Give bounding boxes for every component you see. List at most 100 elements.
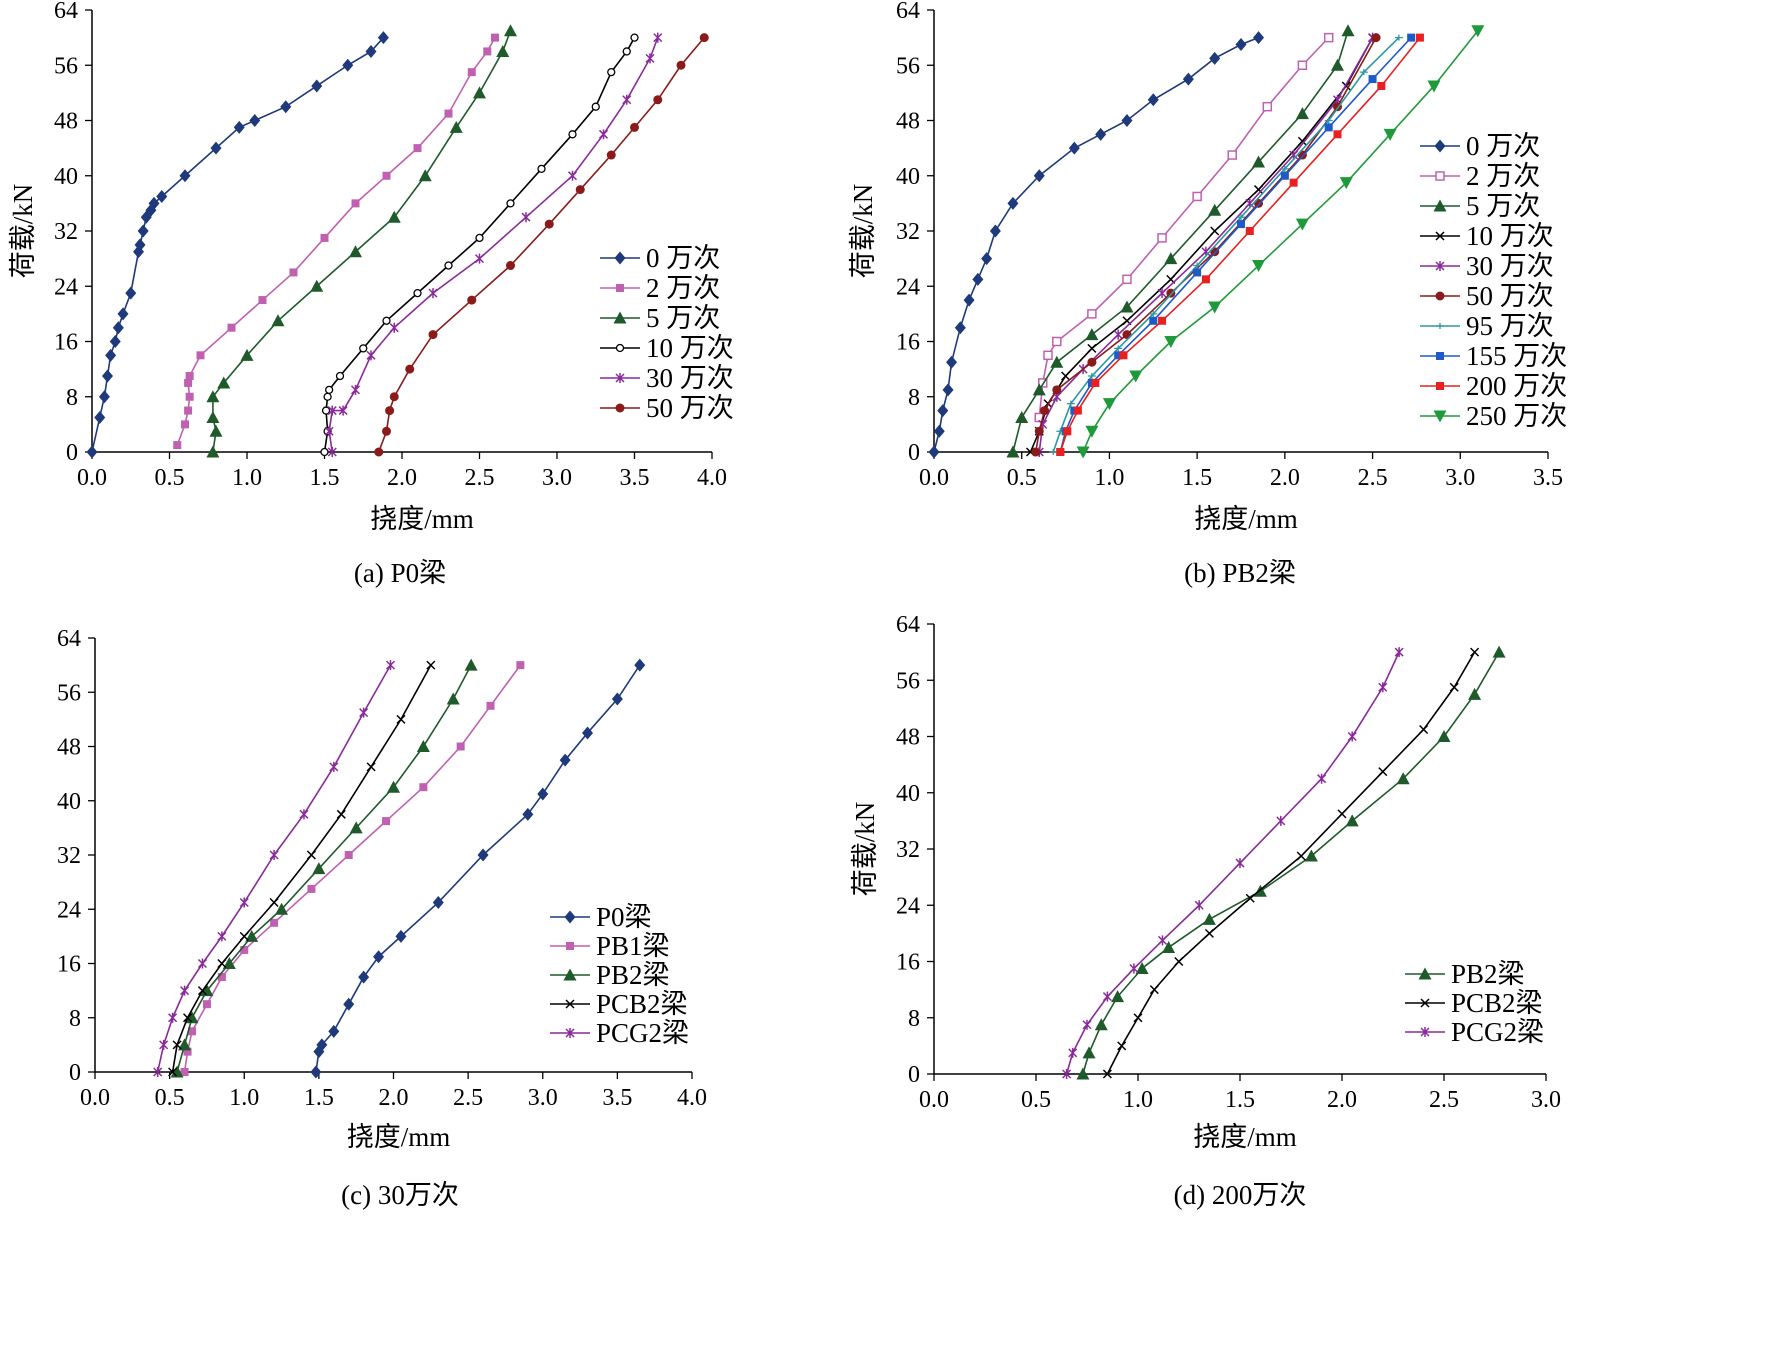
data-point-0 [373,950,385,964]
data-point-6 [1394,34,1403,41]
data-point-0 [311,79,323,93]
data-point-1 [491,33,499,42]
data-point-2 [222,957,236,969]
legend-marker [1435,291,1445,301]
y-tick-label: 48 [896,725,920,751]
y-tick-label: 64 [57,626,81,652]
legend-label: 10 万次 [1466,221,1554,251]
data-point-1 [202,1000,211,1009]
data-point-2 [170,1065,184,1078]
data-point-3 [475,233,484,243]
data-point-2 [504,24,517,37]
data-point-0 [1007,196,1019,210]
data-point-5 [467,295,477,305]
series-line-0 [933,36,1259,453]
legend-label: PCB2梁 [1451,988,1543,1018]
y-tick-label: 32 [896,837,920,863]
data-point-9 [1252,260,1266,273]
data-point-3 [1087,343,1097,353]
data-point-0 [611,692,623,706]
legend-marker [1435,171,1445,181]
data-point-4 [350,384,361,395]
data-point-7 [1237,220,1245,229]
data-point-3 [366,762,376,772]
data-point-4 [1157,288,1167,299]
data-point-5 [382,426,391,436]
legend-marker [1436,352,1444,360]
x-tick-label: 3.0 [1531,1087,1561,1113]
data-point-1 [289,268,298,277]
data-point-3 [324,385,334,394]
data-point-4 [366,350,376,361]
legend-marker [615,403,625,413]
data-point-0 [1396,772,1410,785]
legend-marker [614,251,626,265]
data-point-1 [1087,309,1097,319]
data-point-5 [630,122,639,132]
data-point-7 [1368,75,1377,84]
data-point-0 [537,787,549,801]
data-point-8 [1091,378,1100,387]
legend-marker [1433,199,1447,212]
data-point-9 [1085,425,1099,438]
data-point-1 [184,378,193,387]
series-line-4 [1038,37,1374,453]
data-point-3 [1254,185,1264,195]
series-line-2 [176,664,472,1073]
y-axis-label: 荷载/kN [8,184,38,279]
panel-caption: (b) PB2梁 [1184,558,1296,588]
legend-marker [1436,382,1444,390]
chart-panel-c: 0.0 0.5 1.0 1.5 2.0 2.5 3.0 3.5 4.0 0 8 16 24 32 40 48 5… [57,626,707,1210]
data-point-4 [329,761,339,772]
data-point-2 [1032,383,1046,396]
data-point-1 [258,296,267,305]
data-point-2 [178,1038,192,1051]
data-point-2 [200,984,214,997]
data-point-0 [559,753,571,767]
data-point-3 [506,199,515,208]
x-tick-label: 3.5 [620,465,650,491]
data-point-6 [1324,117,1333,124]
data-point-1 [1149,985,1159,995]
data-point-2 [473,86,486,99]
data-point-4 [217,931,227,942]
data-point-2 [1062,1069,1072,1079]
data-point-0 [1076,1067,1090,1080]
y-axis-label: 荷载/kN [850,802,880,897]
data-point-1 [444,109,453,118]
data-point-0 [125,286,137,300]
data-point-0 [1345,814,1359,827]
series-line-1 [1038,37,1330,418]
data-point-3 [336,809,346,819]
series-line-7 [1059,37,1412,453]
legend-marker [1420,1027,1430,1037]
series-line-3 [323,37,636,453]
data-point-0 [582,726,594,740]
data-point-2 [387,780,400,793]
legend-marker [566,942,574,950]
data-point-4 [521,212,531,223]
x-tick-label: 4.0 [677,1085,707,1111]
data-point-4 [159,1039,169,1050]
data-point-0 [179,169,191,183]
data-point-1 [180,1068,189,1076]
y-tick-label: 16 [896,950,920,976]
data-point-2 [1295,107,1309,120]
legend-marker [613,311,627,324]
data-point-2 [449,120,463,133]
data-point-8 [1158,316,1167,325]
data-point-0 [1068,141,1080,155]
data-point-0 [280,100,292,114]
data-point-1 [1043,350,1053,361]
legend-marker [1435,231,1445,241]
data-point-0 [981,252,993,266]
data-point-4 [324,426,334,437]
data-point-4 [269,850,279,860]
data-point-0 [105,348,117,362]
data-point-0 [1253,31,1265,45]
y-tick-label: 16 [896,330,920,356]
y-tick-label: 8 [908,1006,920,1032]
data-point-1 [188,1027,197,1036]
series-line-2 [1012,30,1349,453]
